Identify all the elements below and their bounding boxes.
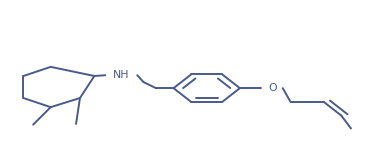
- Text: NH: NH: [113, 70, 129, 80]
- Text: O: O: [269, 83, 277, 93]
